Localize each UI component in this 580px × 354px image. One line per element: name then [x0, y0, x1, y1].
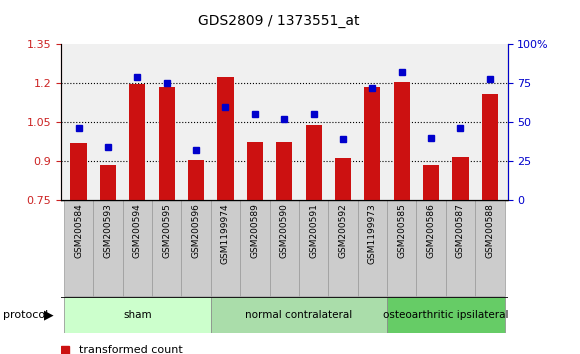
Bar: [358, 200, 387, 296]
Text: GSM200590: GSM200590: [280, 203, 289, 258]
Bar: [122, 200, 152, 296]
Text: GSM1199973: GSM1199973: [368, 203, 377, 264]
Bar: [335, 159, 351, 200]
Text: sham: sham: [123, 310, 151, 320]
Bar: [475, 200, 505, 296]
Bar: [482, 93, 498, 200]
Bar: [70, 143, 86, 200]
Text: GSM200585: GSM200585: [397, 203, 406, 258]
Bar: [387, 297, 505, 333]
Bar: [240, 200, 270, 296]
Text: ▶: ▶: [44, 309, 53, 321]
Text: osteoarthritic ipsilateral: osteoarthritic ipsilateral: [383, 310, 509, 320]
Bar: [218, 77, 234, 200]
Bar: [100, 165, 116, 200]
Bar: [394, 82, 410, 200]
Bar: [188, 160, 204, 200]
Bar: [328, 200, 358, 296]
Bar: [211, 200, 240, 296]
Text: GSM200594: GSM200594: [133, 203, 142, 258]
Bar: [306, 125, 322, 200]
Text: protocol: protocol: [3, 310, 48, 320]
Text: GDS2809 / 1373551_at: GDS2809 / 1373551_at: [198, 14, 359, 28]
Bar: [182, 200, 211, 296]
Bar: [158, 87, 175, 200]
Text: GSM200595: GSM200595: [162, 203, 171, 258]
Bar: [64, 297, 211, 333]
Bar: [446, 200, 475, 296]
Bar: [416, 200, 446, 296]
Text: GSM200588: GSM200588: [485, 203, 494, 258]
Bar: [387, 200, 416, 296]
Bar: [129, 85, 146, 200]
Text: GSM200584: GSM200584: [74, 203, 83, 258]
Bar: [299, 200, 328, 296]
Bar: [276, 142, 292, 200]
Bar: [364, 87, 380, 200]
Text: GSM200591: GSM200591: [309, 203, 318, 258]
Text: GSM200596: GSM200596: [191, 203, 201, 258]
Bar: [246, 142, 263, 200]
Bar: [423, 165, 439, 200]
Bar: [152, 200, 182, 296]
Bar: [452, 157, 469, 200]
Bar: [93, 200, 122, 296]
Text: GSM200589: GSM200589: [251, 203, 259, 258]
Bar: [270, 200, 299, 296]
Text: GSM200592: GSM200592: [339, 203, 347, 258]
Text: normal contralateral: normal contralateral: [245, 310, 353, 320]
Text: GSM200587: GSM200587: [456, 203, 465, 258]
Text: transformed count: transformed count: [79, 345, 183, 354]
Text: GSM200593: GSM200593: [103, 203, 113, 258]
Bar: [211, 297, 387, 333]
Text: GSM1199974: GSM1199974: [221, 203, 230, 263]
Bar: [64, 200, 93, 296]
Text: GSM200586: GSM200586: [427, 203, 436, 258]
